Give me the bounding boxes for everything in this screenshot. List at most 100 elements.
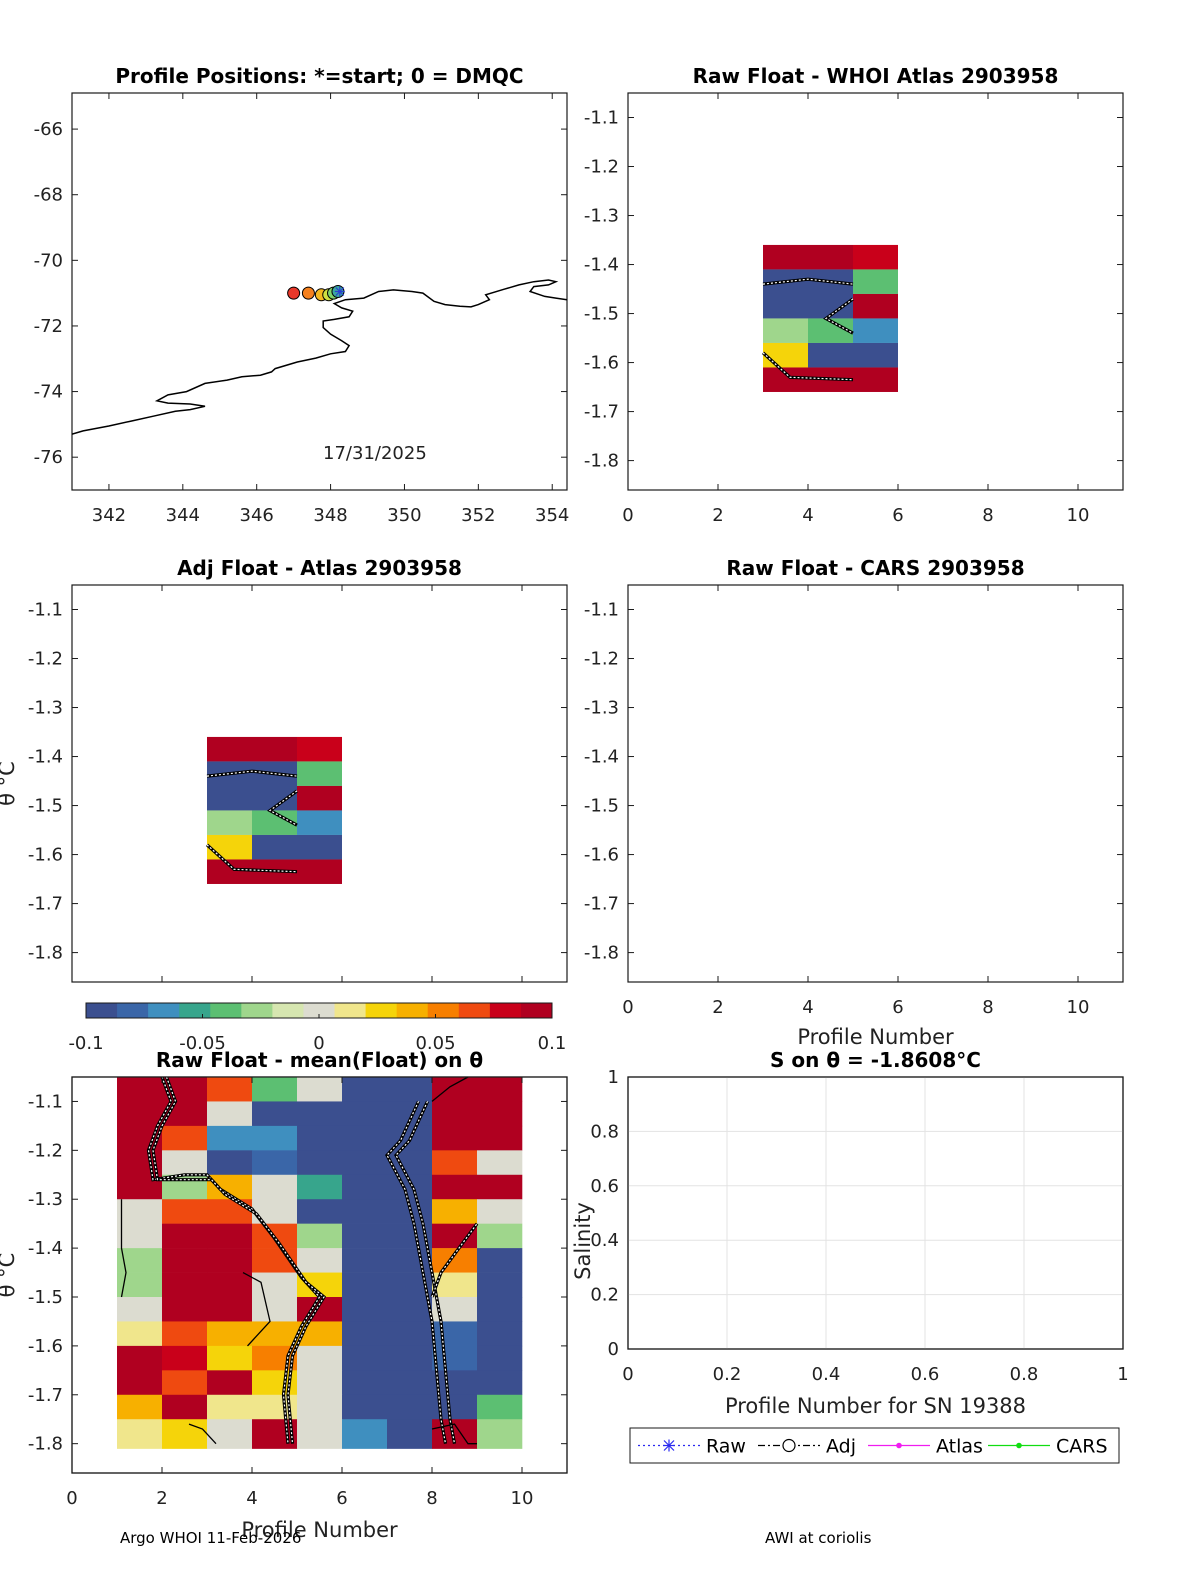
mean_theta-ytick-label: -1.5 [28, 1287, 63, 1308]
raw_cars-xtick-label: 0 [622, 997, 633, 1018]
mean_theta-heatmap-cell [297, 1174, 343, 1200]
colorbar-segment [303, 1003, 336, 1018]
mean_theta-heatmap-cell [207, 1297, 253, 1322]
raw_cars-ytick-label: -1.3 [584, 698, 619, 719]
mean_theta-heatmap-cell [162, 1150, 208, 1176]
mean_theta-plot-area [117, 1076, 523, 1449]
mean_theta-heatmap-cell [342, 1174, 388, 1200]
raw_whoi-axes-frame [627, 92, 1124, 491]
profile-position-marker [301, 286, 315, 300]
raw_cars-ytick-label: -1.2 [584, 649, 619, 670]
map-xtick-label: 352 [461, 505, 495, 526]
map-plot-area [72, 279, 567, 435]
raw_cars-ytick-label: -1.8 [584, 943, 619, 964]
adj_atlas-contour-line-inner [206, 844, 298, 873]
mean_theta-heatmap-cell [387, 1370, 433, 1396]
mean_theta-heatmap-cell [252, 1077, 298, 1102]
mean_theta-heatmap-cell [297, 1248, 343, 1273]
mean_theta-heatmap-cell [432, 1345, 478, 1371]
mean_theta-heatmap-cell [252, 1297, 298, 1322]
mean_theta-heatmap-cell [117, 1223, 163, 1249]
legend-label-raw: Raw [706, 1436, 746, 1458]
mean_theta-heatmap-cell [252, 1125, 298, 1151]
mean_theta-contour-line-inner [152, 1076, 325, 1444]
salinity-xtick-label: 0.2 [713, 1364, 742, 1385]
mean_theta-contour-line-inner [386, 1101, 447, 1444]
mean_theta-heatmap-cell [297, 1077, 343, 1102]
adj_atlas-heatmap-cell [207, 834, 252, 860]
mean_theta-heatmap-cell [297, 1101, 343, 1127]
mean_theta-heatmap-cell [207, 1370, 253, 1396]
mean_theta-heatmap-cell [207, 1321, 253, 1347]
mean_theta-heatmap-cell [252, 1101, 298, 1127]
mean_theta-heatmap-cell [117, 1419, 163, 1449]
adj_atlas-ytick-label: -1.8 [28, 943, 63, 964]
mean_theta-heatmap-cell [162, 1321, 208, 1347]
colorbar-segment [365, 1003, 398, 1018]
salinity-xtick-label: 0.6 [911, 1364, 940, 1385]
raw_cars-xtick-label: 10 [1067, 997, 1090, 1018]
map-xtick-label: 344 [166, 505, 200, 526]
mean_theta-heatmap-cell [477, 1272, 523, 1298]
mean_theta-heatmap-cell [387, 1297, 433, 1322]
raw_whoi-ytick-label: -1.6 [584, 353, 619, 374]
map-ytick-label: -66 [34, 119, 63, 140]
mean_theta-heatmap-cell [477, 1419, 523, 1449]
mean_theta-xtick-label: 0 [66, 1488, 77, 1509]
mean_theta-heatmap-cell [342, 1419, 388, 1449]
raw_whoi-ytick-label: -1.3 [584, 206, 619, 227]
legend-label-cars: CARS [1056, 1436, 1108, 1458]
mean_theta-heatmap-cell [207, 1199, 253, 1224]
mean_theta-heatmap-cell [252, 1321, 298, 1347]
raw_whoi-heatmap-cell [763, 342, 808, 368]
colorbar-segment [520, 1003, 553, 1018]
mean_theta-heatmap-cell [477, 1248, 523, 1273]
mean_theta-ylabel: θ °C [0, 1253, 19, 1298]
mean_theta-heatmap-cell [162, 1345, 208, 1371]
mean_theta-heatmap-cell [342, 1370, 388, 1396]
raw_whoi-heatmap-cell [853, 293, 898, 319]
mean_theta-heatmap-cell [432, 1125, 478, 1151]
mean_theta-heatmap-cell [162, 1394, 208, 1420]
salinity-title: S on θ = -1.8608°C [770, 1048, 981, 1072]
mean_theta-xtick-label: 2 [156, 1488, 167, 1509]
mean_theta-ytick-label: -1.6 [28, 1336, 63, 1357]
coastline [72, 279, 567, 435]
salinity-axes-frame-top [627, 1076, 1124, 1350]
raw_whoi-xtick-label: 2 [712, 505, 723, 526]
colorbar-segment [117, 1003, 149, 1018]
mean_theta-heatmap-cell [387, 1077, 433, 1102]
mean_theta-contour-line [431, 1076, 469, 1102]
raw_cars-ytick-label: -1.7 [584, 894, 619, 915]
raw_whoi-ytick-label: -1.2 [584, 157, 619, 178]
mean_theta-title: Raw Float - mean(Float) on θ [156, 1048, 483, 1072]
mean_theta-heatmap-cell [342, 1345, 388, 1371]
legend-marker-circle [782, 1438, 796, 1453]
adj_atlas-heatmap-cell [297, 761, 342, 786]
raw_cars-ytick-label: -1.1 [584, 600, 619, 621]
raw_cars-xtick-label: 8 [982, 997, 993, 1018]
map-ytick-label: -72 [34, 316, 63, 337]
mean_theta-ytick-label: -1.8 [28, 1434, 63, 1455]
mean_theta-xlabel: Profile Number [241, 1518, 398, 1542]
mean_theta-heatmap-cell [432, 1077, 478, 1102]
mean_theta-heatmap-cell [207, 1345, 253, 1371]
adj_atlas-ylabel: θ °C [0, 761, 19, 806]
legend-label-adj: Adj [826, 1436, 856, 1458]
colorbar-segment [427, 1003, 460, 1018]
colorbar-segment [396, 1003, 429, 1018]
mean_theta-xtick-label: 8 [426, 1488, 437, 1509]
salinity-ytick-label: 0 [608, 1339, 619, 1360]
adj_atlas-ytick-label: -1.1 [28, 600, 63, 621]
footer-left-text: Argo WHOI 11-Feb-2026 [120, 1529, 301, 1547]
mean_theta-heatmap-cell [297, 1297, 343, 1322]
mean_theta-heatmap-cell [297, 1125, 343, 1151]
mean_theta-heatmap-cell [477, 1101, 523, 1127]
mean_theta-heatmap-cell [162, 1419, 208, 1449]
colorbar-segment [241, 1003, 273, 1018]
map-ytick-label: -68 [34, 185, 63, 206]
adj_atlas-heatmap-cell [252, 834, 342, 860]
start-star-marker [334, 286, 345, 297]
map-xtick-label: 346 [240, 505, 274, 526]
